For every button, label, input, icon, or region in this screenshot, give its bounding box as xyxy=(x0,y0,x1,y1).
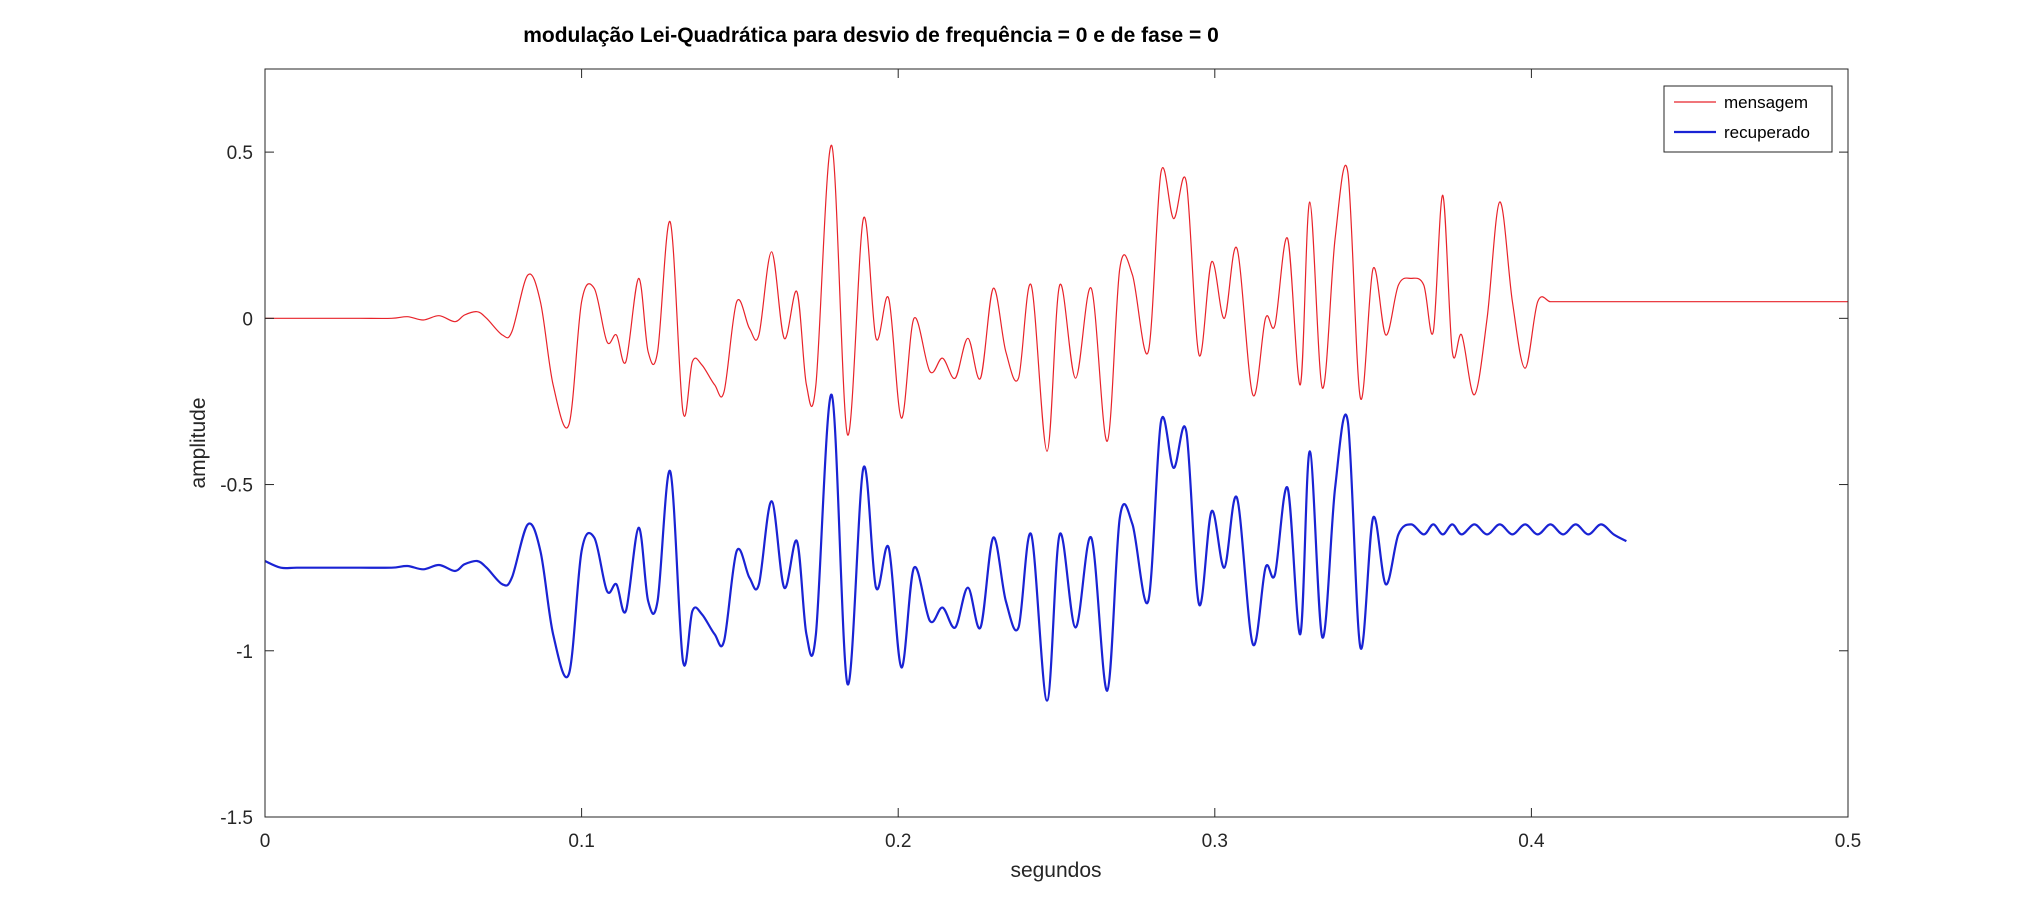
chart-title: modulação Lei-Quadrática para desvio de … xyxy=(523,24,1219,47)
plot-frame xyxy=(264,68,1849,818)
y-tick-label: -0.5 xyxy=(220,476,253,497)
x-axis-label: segundos xyxy=(1010,859,1101,882)
legend-label-mensagem: mensagem xyxy=(1724,93,1808,112)
x-tick-label: 0.3 xyxy=(1202,831,1228,852)
y-tick-label: -1 xyxy=(236,642,253,663)
y-tick-label: 0 xyxy=(242,309,253,330)
x-tick-label: 0.1 xyxy=(568,831,594,852)
y-tick-label: -1.5 xyxy=(220,808,253,829)
legend-box xyxy=(1663,85,1833,153)
x-tick-label: 0.5 xyxy=(1835,831,1861,852)
x-axis: 0 0.1 0.2 0.3 0.4 0.5 xyxy=(260,69,1861,852)
y-axis: -1.5 -1 -0.5 0 0.5 xyxy=(220,143,1848,829)
y-axis-label: amplitude xyxy=(187,397,210,488)
x-tick-label: 0.2 xyxy=(885,831,911,852)
x-tick-label: 0 xyxy=(260,831,271,852)
series-line-mensagem xyxy=(265,144,1848,452)
series-lines xyxy=(264,144,1848,702)
series-line-recuperado xyxy=(264,393,1627,702)
y-tick-label: 0.5 xyxy=(227,143,253,164)
x-tick-label: 0.4 xyxy=(1518,831,1545,852)
legend-label-recuperado: recuperado xyxy=(1724,123,1810,142)
legend: mensagem recuperado xyxy=(1663,85,1833,153)
